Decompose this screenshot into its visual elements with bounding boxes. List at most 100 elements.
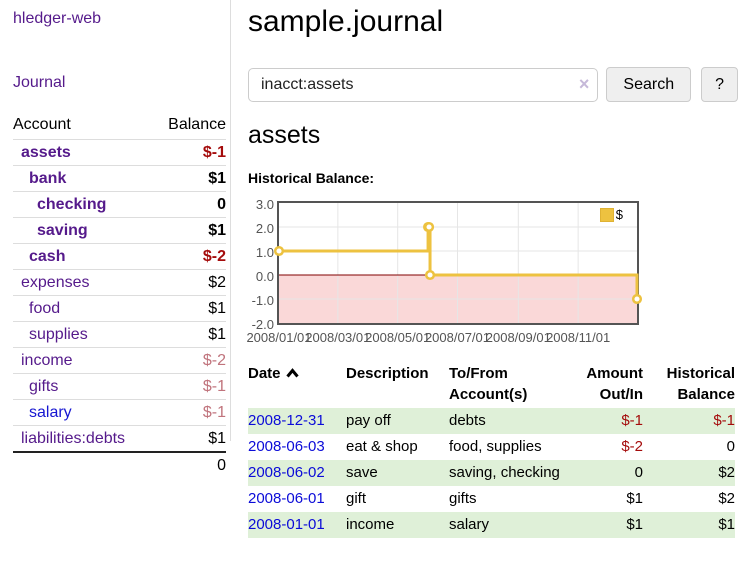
account-link[interactable]: assets	[21, 144, 71, 161]
account-link[interactable]: food	[29, 300, 61, 317]
account-balance: $1	[153, 425, 226, 452]
table-row: 2008-06-01 gift gifts $1 $2	[248, 486, 735, 512]
legend-label: $	[615, 207, 623, 222]
x-axis-labels: 2008/01/01 2008/03/01 2008/05/01 2008/07/01…	[246, 325, 639, 347]
account-link[interactable]: liabilities:debts	[21, 430, 126, 447]
balance-column-header: Balance	[168, 116, 226, 133]
accounts-table: Account Balance assets $-1 bank $1 check…	[13, 113, 226, 478]
clear-search-icon[interactable]: ×	[578, 73, 590, 94]
account-balance: $-2	[153, 243, 226, 270]
accounts-cell: salary	[449, 516, 490, 533]
account-row: gifts $-1	[13, 373, 226, 400]
account-link[interactable]: salary	[29, 404, 72, 421]
account-balance: $1	[153, 217, 226, 244]
balance-cell: $2	[718, 490, 735, 507]
date-link[interactable]: 2008-06-03	[248, 438, 325, 455]
x-axis-tick-label: 2008/07/01	[424, 330, 491, 345]
data-point	[424, 221, 435, 233]
main-content: sample.journal × Search ? assets Histori…	[246, 0, 738, 538]
description-cell: save	[346, 464, 378, 481]
account-row: income $-2	[13, 347, 226, 374]
amount-cell: $1	[626, 516, 643, 533]
register-table: Date Description To/From Account(s) Amou…	[248, 360, 735, 538]
accounts-cell: food, supplies	[449, 438, 542, 455]
accounts-cell: gifts	[449, 490, 477, 507]
x-axis-tick-label: 2008/11/01	[546, 330, 611, 345]
amount-cell: $-1	[621, 412, 643, 429]
search-input-wrap: ×	[248, 67, 599, 102]
y-axis-tick-label: 3.0	[255, 197, 274, 212]
accounts-column-header: To/From Account(s)	[449, 365, 528, 403]
balance-cell: 0	[726, 438, 735, 455]
y-axis-tick-label: 2.0	[255, 221, 274, 236]
account-balance: $-1	[153, 139, 226, 166]
amount-cell: $1	[626, 490, 643, 507]
table-row: 2008-06-02 save saving, checking 0 $2	[248, 460, 735, 486]
total-spacer	[13, 451, 154, 478]
table-row: 2008-12-31 pay off debts $-1 $-1	[248, 408, 735, 434]
account-column-header: Account	[13, 116, 71, 133]
data-point	[631, 293, 643, 305]
nav-journal-link[interactable]: Journal	[13, 74, 66, 91]
description-cell: gift	[346, 490, 367, 507]
data-point	[273, 245, 285, 257]
account-balance: $2	[153, 269, 226, 296]
page-title: sample.journal	[248, 5, 444, 38]
account-row: checking 0	[13, 191, 226, 218]
search-button[interactable]: Search	[606, 67, 692, 102]
account-link[interactable]: checking	[37, 196, 107, 213]
date-link[interactable]: 2008-06-01	[248, 490, 325, 507]
account-balance: $-1	[153, 373, 226, 400]
date-link[interactable]: 2008-12-31	[248, 412, 325, 429]
search-input[interactable]	[248, 67, 599, 102]
legend-swatch	[599, 207, 614, 222]
account-link[interactable]: income	[21, 352, 73, 369]
account-row: liabilities:debts $1	[13, 425, 226, 452]
date-link[interactable]: 2008-01-01	[248, 516, 325, 533]
account-balance: 0	[153, 191, 226, 218]
account-balance: $1	[153, 321, 226, 348]
description-column-header: Description	[346, 365, 429, 382]
app-title-link[interactable]: hledger-web	[13, 10, 102, 27]
chart-legend: $	[597, 206, 625, 223]
accounts-cell: debts	[449, 412, 486, 429]
account-row: cash $-2	[13, 243, 226, 270]
account-row: saving $1	[13, 217, 226, 244]
x-axis-tick-label: 2008/09/01	[485, 330, 551, 345]
register-body: 2008-12-31 pay off debts $-1 $-1 2008-06…	[248, 408, 735, 538]
plot-svg	[273, 203, 643, 323]
x-axis-tick-label: 2008/03/01	[305, 330, 371, 345]
account-link[interactable]: gifts	[29, 378, 59, 395]
account-link[interactable]: cash	[29, 248, 66, 265]
historical-balance-chart: $ 3.0 2.0 1.0 0.0 -1.0 -2.0 2008/01/01 2008/03…	[246, 198, 643, 347]
y-axis-tick-label: -1.0	[251, 293, 274, 308]
balance-cell: $-1	[713, 412, 735, 429]
account-row: assets $-1	[13, 139, 226, 166]
amount-cell: $-2	[621, 438, 643, 455]
y-axis-tick-label: 1.0	[255, 245, 274, 260]
account-balance: $1	[153, 295, 226, 322]
account-link[interactable]: saving	[37, 222, 88, 239]
y-axis-tick-label: 0.0	[255, 269, 274, 284]
sort-ascending-icon	[285, 363, 299, 384]
accounts-cell: saving, checking	[449, 464, 560, 481]
account-row: food $1	[13, 295, 226, 322]
accounts-header-row: Account Balance	[13, 113, 226, 140]
account-balance: $1	[153, 165, 226, 192]
account-link[interactable]: supplies	[29, 326, 88, 343]
register-header-row: Date Description To/From Account(s) Amou…	[248, 360, 735, 408]
description-cell: pay off	[346, 412, 391, 429]
y-axis-tick-label: -2.0	[251, 317, 274, 332]
amount-column-header: Amount Out/In	[586, 365, 643, 403]
help-button[interactable]: ?	[701, 67, 738, 102]
description-cell: income	[346, 516, 395, 533]
balance-column-header-register: Historical Balance	[666, 365, 735, 403]
sidebar: hledger-web Journal Account Balance asse…	[0, 0, 231, 478]
plot-area[interactable]: $ 3.0 2.0 1.0 0.0 -1.0 -2.0	[252, 198, 643, 331]
account-link[interactable]: expenses	[21, 274, 90, 291]
search-form: × Search ?	[248, 67, 738, 102]
balance-cell: $1	[718, 516, 735, 533]
date-link[interactable]: 2008-06-02	[248, 464, 325, 481]
account-link[interactable]: bank	[29, 170, 67, 187]
balance-cell: $2	[718, 464, 735, 481]
